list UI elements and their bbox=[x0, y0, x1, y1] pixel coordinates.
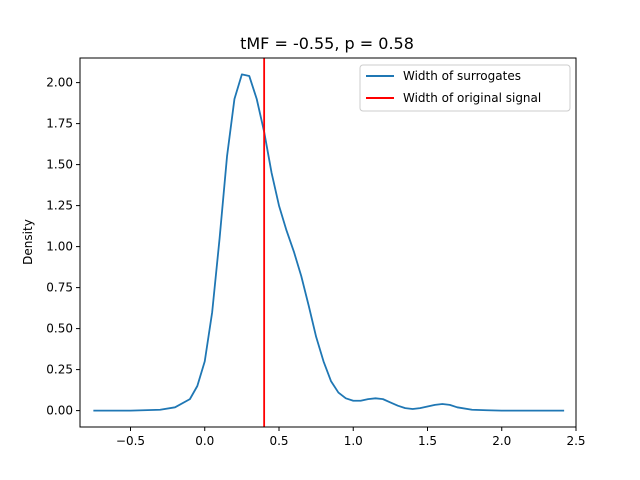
y-tick-label: 0.00 bbox=[46, 404, 73, 418]
y-tick-label: 2.00 bbox=[46, 76, 73, 90]
y-axis: 0.00 0.25 0.50 0.75 1.00 1.25 1.50 1.75 2.00 bbox=[46, 76, 80, 418]
legend-box bbox=[359, 64, 571, 112]
x-tick-label: 1.0 bbox=[344, 434, 363, 448]
x-tick-label: 2.5 bbox=[566, 434, 585, 448]
legend: Width of surrogates Width of original si… bbox=[359, 64, 571, 112]
series-line-surrogates bbox=[93, 73, 565, 412]
y-tick-label: 0.25 bbox=[46, 363, 73, 377]
x-tick-label: 2.0 bbox=[492, 434, 511, 448]
y-tick-label: 0.75 bbox=[46, 281, 73, 295]
y-tick-label: 1.75 bbox=[46, 117, 73, 131]
y-tick-label: 0.50 bbox=[46, 322, 73, 336]
y-axis-label: Density bbox=[21, 219, 35, 265]
x-tick-label: 1.5 bbox=[418, 434, 437, 448]
y-tick-label: 1.00 bbox=[46, 240, 73, 254]
x-axis: −0.5 0.0 0.5 1.0 1.5 2.0 2.5 bbox=[116, 427, 586, 448]
legend-label-original: Width of original signal bbox=[403, 91, 541, 105]
axes-frame bbox=[79, 57, 577, 428]
legend-label-surrogates: Width of surrogates bbox=[403, 69, 521, 83]
x-tick-label: 0.5 bbox=[269, 434, 288, 448]
plot-area bbox=[93, 58, 565, 427]
y-tick-label: 1.50 bbox=[46, 158, 73, 172]
chart-title: tMF = -0.55, p = 0.58 bbox=[240, 34, 414, 53]
y-tick-label: 1.25 bbox=[46, 199, 73, 213]
x-tick-label: −0.5 bbox=[116, 434, 145, 448]
x-tick-label: 0.0 bbox=[195, 434, 214, 448]
